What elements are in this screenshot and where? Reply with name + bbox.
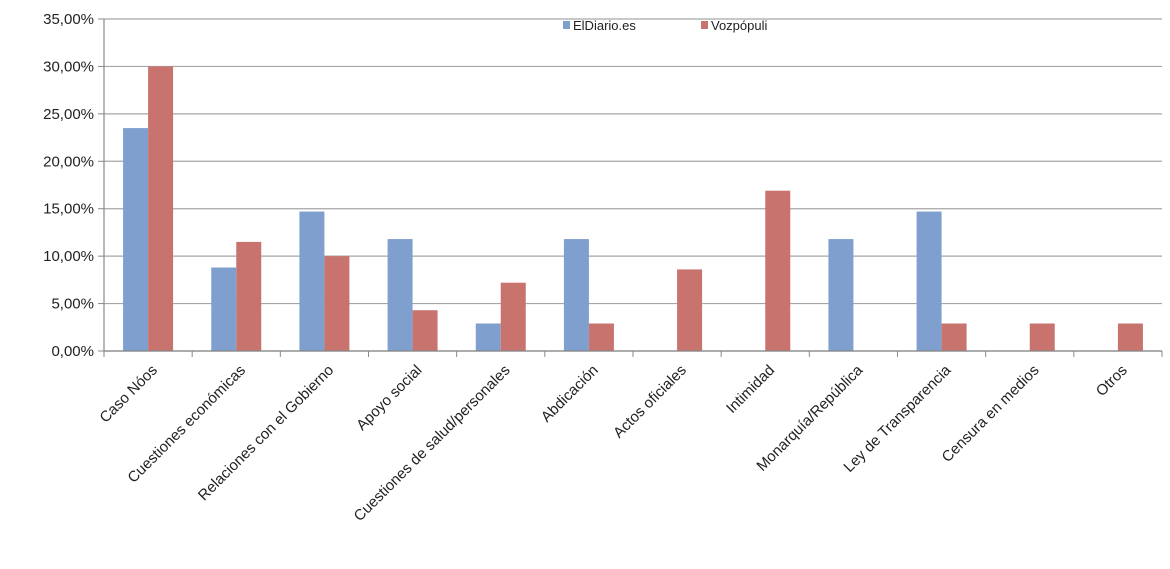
bars — [123, 66, 1143, 351]
y-tick-label: 5,00% — [51, 296, 94, 313]
bar-vozpopuli — [148, 66, 174, 351]
gridlines — [104, 18, 1162, 352]
x-category-label: Intimidad — [723, 362, 778, 417]
bar-vozpopuli — [677, 269, 703, 351]
y-tick-label: 30,00% — [43, 58, 94, 75]
y-tick-label: 25,00% — [43, 106, 94, 123]
bar-eldiario — [123, 128, 149, 351]
bar-vozpopuli — [1117, 323, 1143, 351]
bar-eldiario — [299, 211, 325, 351]
x-category-label: Otros — [1093, 362, 1131, 400]
legend-label: ElDiario.es — [573, 18, 636, 33]
x-category-label: Actos oficiales — [610, 362, 690, 442]
x-category-label: Cuestiones de salud/personales — [351, 362, 514, 525]
bar-vozpopuli — [765, 190, 791, 351]
y-tick-label: 35,00% — [43, 11, 94, 28]
bar-vozpopuli — [588, 323, 614, 351]
bar-vozpopuli — [1029, 323, 1055, 351]
legend-label: Vozpópuli — [711, 18, 767, 33]
y-tick-label: 0,00% — [51, 343, 94, 360]
y-tick-label: 20,00% — [43, 153, 94, 170]
bar-eldiario — [387, 239, 413, 351]
bar-eldiario — [211, 267, 237, 351]
x-category-label: Abdicación — [538, 362, 602, 426]
axes — [103, 19, 1163, 357]
bar-vozpopuli — [412, 310, 438, 351]
bar-eldiario — [563, 239, 589, 351]
bar-vozpopuli — [324, 256, 350, 351]
x-category-label: Caso Nóos — [96, 362, 160, 426]
legend-swatch — [563, 21, 570, 29]
legend-swatch — [701, 21, 708, 29]
bar-eldiario — [828, 239, 854, 351]
bar-eldiario — [475, 323, 501, 351]
y-tick-label: 15,00% — [43, 201, 94, 218]
bar-eldiario — [916, 211, 942, 351]
x-category-label: Censura en medios — [939, 362, 1043, 466]
y-axis-ticks: 0,00% 5,00% 10,00% 15,00% 20,00% 25,00% 30,00%… — [43, 11, 104, 360]
y-tick-label: 10,00% — [43, 248, 94, 265]
bar-vozpopuli — [500, 282, 526, 351]
legend: ElDiario.es Vozpópuli — [563, 18, 767, 33]
x-category-label: Apoyo social — [353, 362, 425, 434]
bar-vozpopuli — [236, 241, 262, 351]
bar-vozpopuli — [941, 323, 967, 351]
